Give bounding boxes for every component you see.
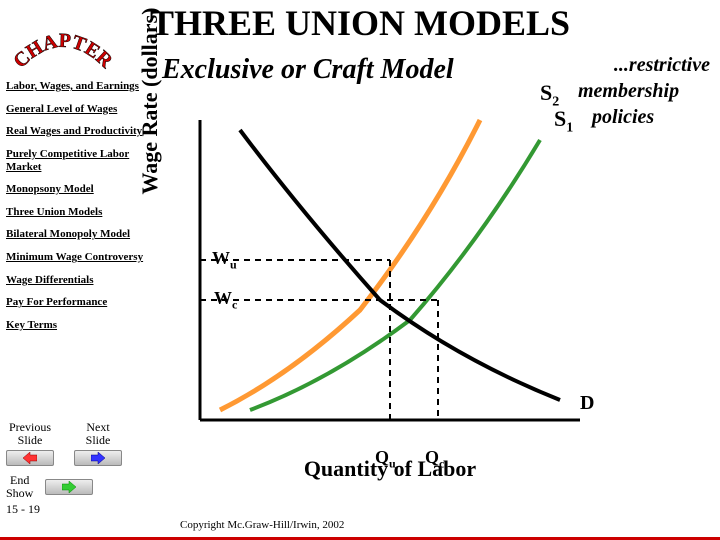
annotation-line1: ...restrictive — [614, 54, 710, 77]
nav-item-three-union[interactable]: Three Union Models — [6, 206, 146, 219]
page-title: THREE UNION MODELS — [150, 2, 570, 44]
annotation-text: ...restrictive — [614, 54, 710, 77]
qc-label: Qc — [425, 447, 444, 472]
nav-controls: PreviousSlide NextSlide EndShow 15 - 19 — [6, 421, 156, 517]
nav-item-competitive[interactable]: Purely Competitive Labor Market — [6, 148, 146, 173]
prev-slide-label: PreviousSlide — [9, 421, 51, 447]
prev-slide-button[interactable] — [6, 450, 54, 466]
qu-label: Qu — [375, 447, 396, 472]
sidebar-nav: Labor, Wages, and Earnings General Level… — [6, 80, 146, 342]
nav-item-wage-diff[interactable]: Wage Differentials — [6, 274, 146, 287]
subtitle: Exclusive or Craft Model — [162, 54, 454, 86]
end-show-button[interactable] — [45, 479, 93, 495]
wc-label: Wc — [214, 288, 237, 313]
nav-item-bilateral[interactable]: Bilateral Monopoly Model — [6, 228, 146, 241]
y-axis-label: Wage Rate (dollars) — [137, 8, 163, 195]
chart-area: Wage Rate (dollars) Quantity of Labor Wu… — [180, 100, 600, 450]
wu-label: Wu — [212, 248, 237, 273]
nav-item-labor-wages[interactable]: Labor, Wages, and Earnings — [6, 80, 146, 93]
copyright-text: Copyright Mc.Graw-Hill/Irwin, 2002 — [180, 519, 344, 531]
chapter-logo: CHAPTER — [8, 30, 118, 80]
slide-number: 15 - 19 — [6, 502, 156, 517]
nav-item-real-wages[interactable]: Real Wages and Productivity — [6, 125, 146, 138]
demand-label: D — [580, 392, 594, 415]
nav-item-minimum-wage[interactable]: Minimum Wage Controversy — [6, 251, 146, 264]
svg-text:CHAPTER: CHAPTER — [9, 30, 117, 73]
next-slide-button[interactable] — [74, 450, 122, 466]
nav-item-general-level[interactable]: General Level of Wages — [6, 103, 146, 116]
nav-item-pay-performance[interactable]: Pay For Performance — [6, 296, 146, 309]
next-slide-label: NextSlide — [86, 421, 111, 447]
end-show-label: EndShow — [6, 474, 33, 500]
nav-item-key-terms[interactable]: Key Terms — [6, 319, 146, 332]
chart-svg — [180, 100, 600, 450]
nav-item-monopsony[interactable]: Monopsony Model — [6, 183, 146, 196]
annotation-line3: policies — [592, 106, 654, 129]
